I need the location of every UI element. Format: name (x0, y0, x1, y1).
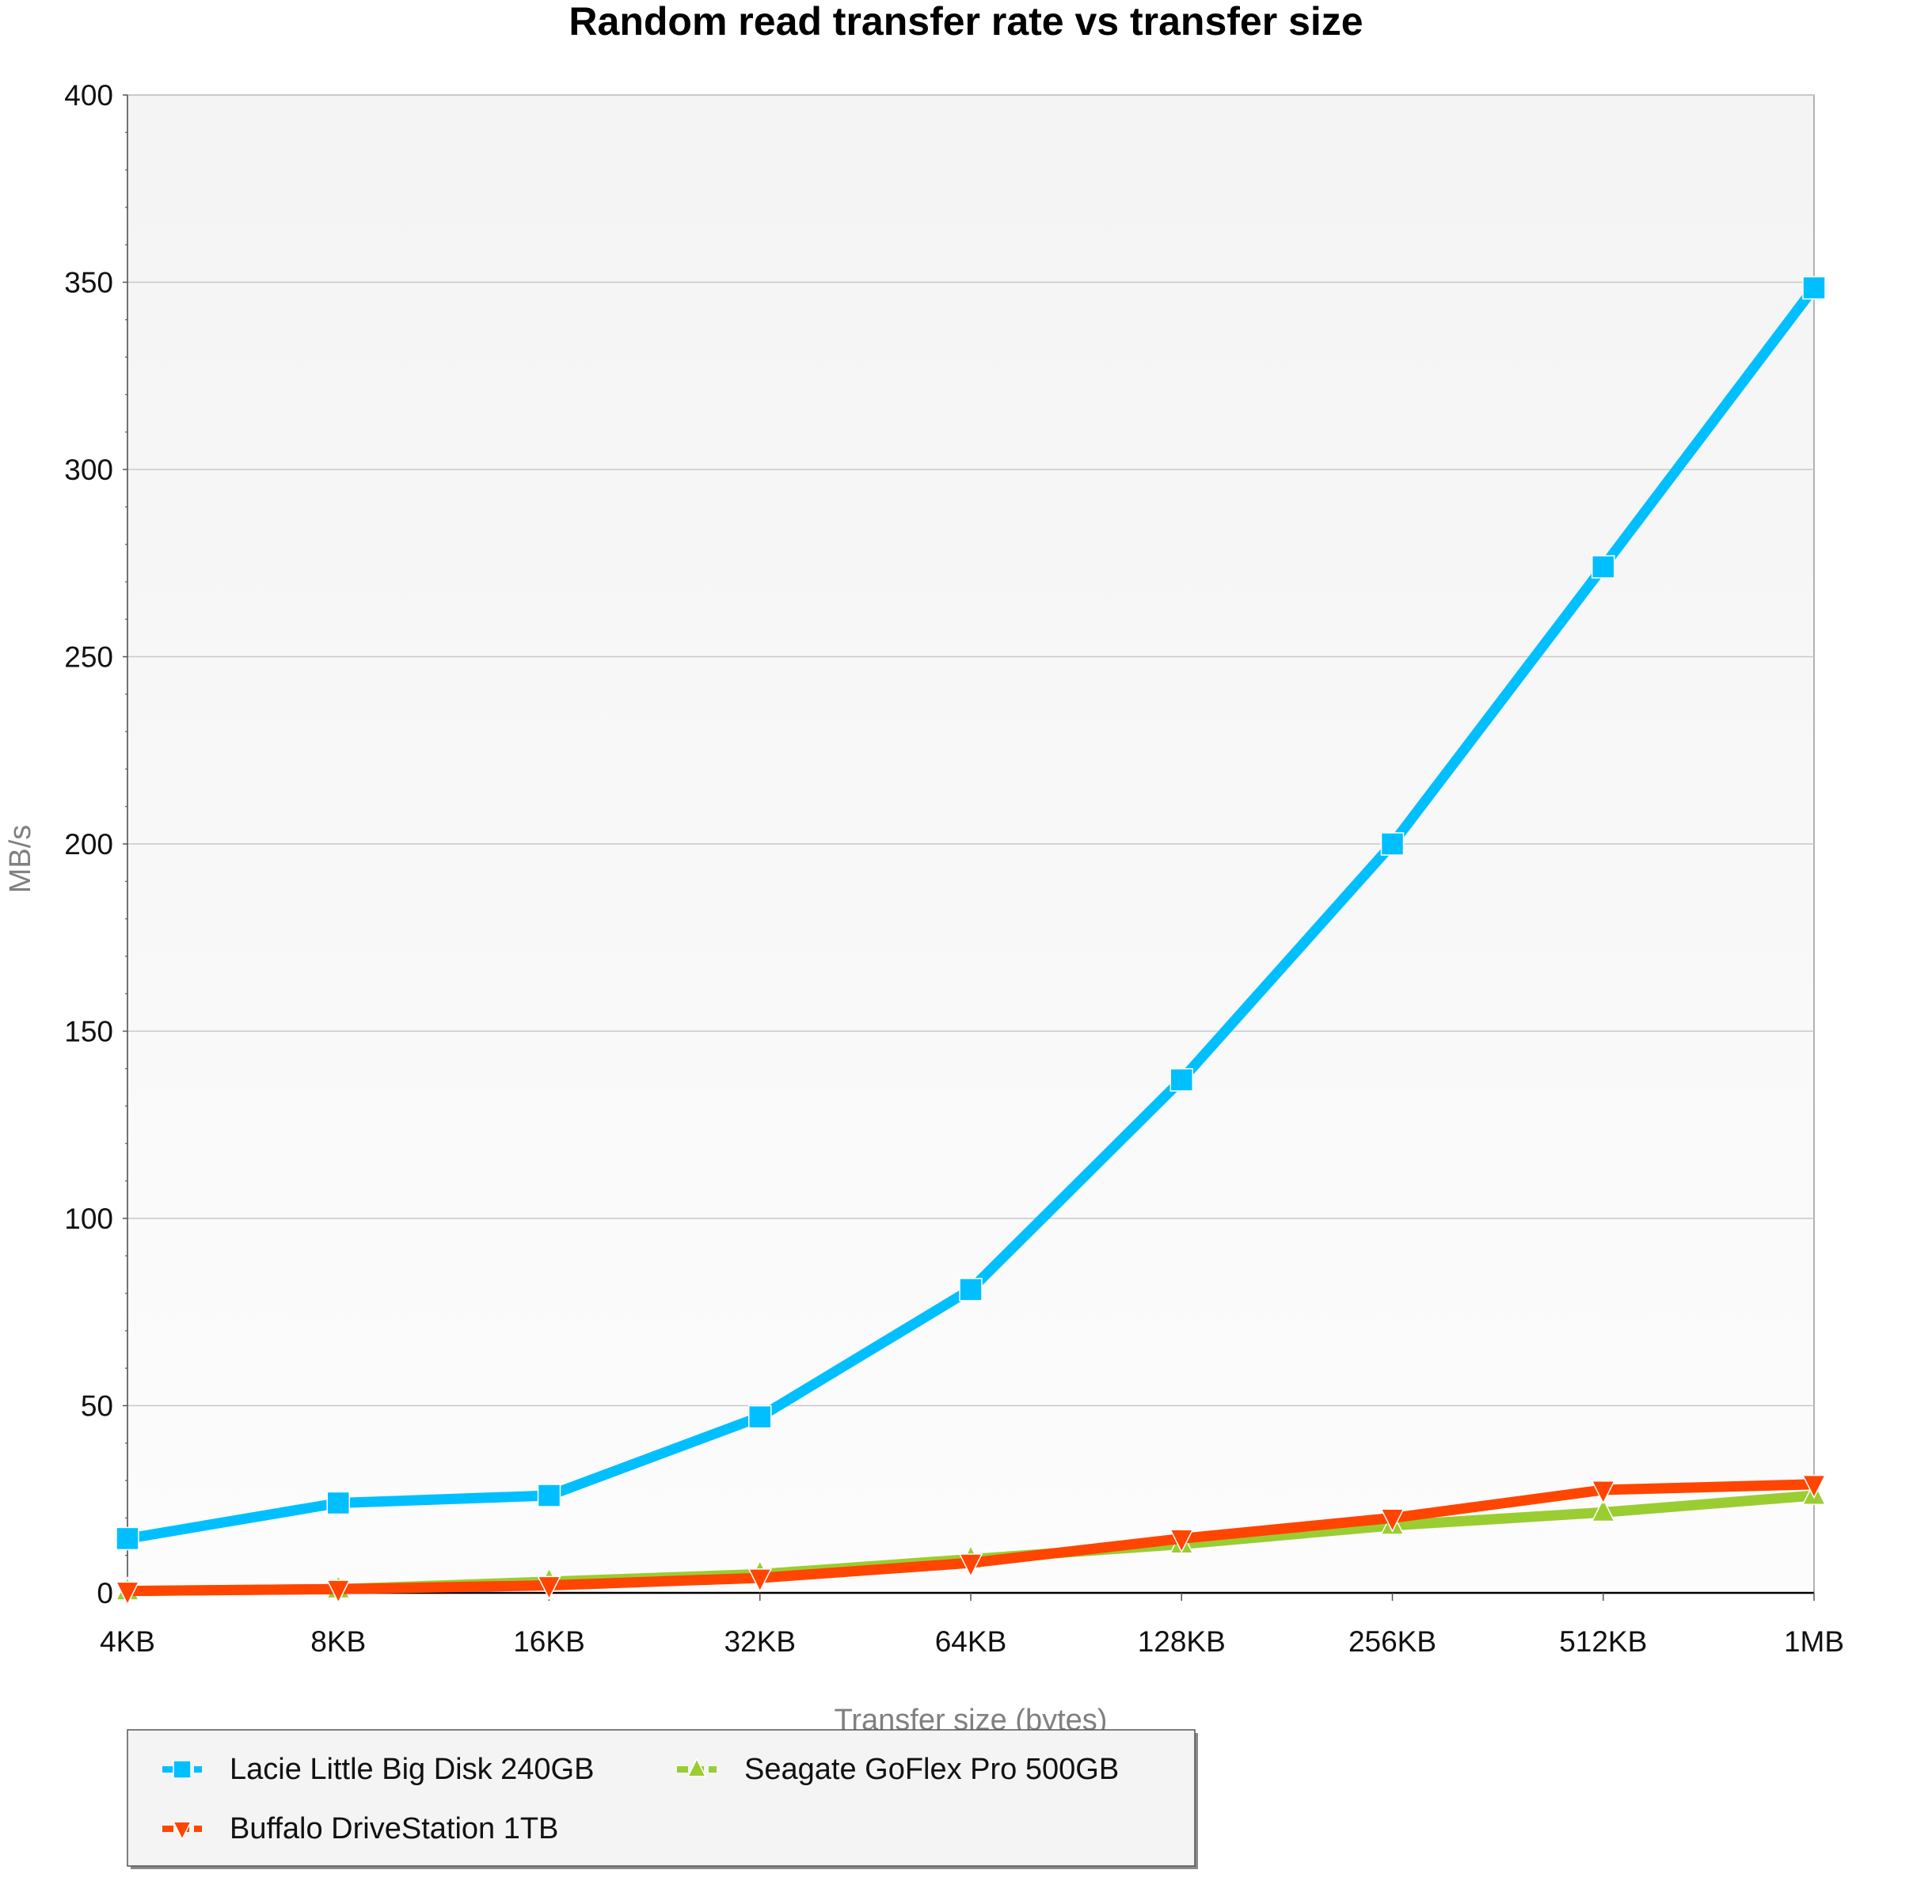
data-point (959, 1278, 983, 1302)
y-axis-label: MB/s (4, 825, 37, 894)
x-axis: 4KB 8KB 16KB 32KB 64KB 128KB 256KB 512KB 1MB (100, 1591, 1844, 1658)
legend-marker-icon (172, 1821, 192, 1841)
legend-marker-icon (686, 1758, 707, 1777)
y-axis: 0 50 100 150 200 250 300 350 400 (64, 79, 128, 1609)
y-tick-label: 300 (64, 454, 113, 486)
data-point (1591, 1497, 1615, 1522)
y-tick-label: 400 (64, 79, 113, 112)
data-point (1169, 1529, 1194, 1553)
y-tick-label: 0 (97, 1577, 113, 1609)
data-point (326, 1491, 350, 1515)
data-point (747, 1568, 772, 1593)
data-point (1380, 832, 1405, 856)
x-tick-label: 64KB (935, 1625, 1007, 1658)
legend-label: Seagate GoFlex Pro 500GB (744, 1753, 1119, 1786)
y-tick-label: 200 (64, 828, 113, 861)
data-point (537, 1575, 561, 1601)
x-tick-label: 32KB (724, 1625, 796, 1658)
series-buffalo-drivestation-1tb (115, 1474, 1827, 1606)
y-tick-label: 100 (64, 1203, 113, 1235)
data-point (1801, 1474, 1827, 1499)
data-point (1380, 1508, 1405, 1533)
x-tick-label: 1MB (1784, 1625, 1844, 1658)
data-point (1592, 555, 1615, 579)
data-point (1802, 276, 1826, 300)
x-tick-label: 256KB (1348, 1625, 1436, 1658)
y-tick-label: 250 (64, 641, 113, 674)
legend-item: Buffalo DriveStation 1TB (162, 1812, 558, 1845)
x-tick-label: 512KB (1559, 1625, 1647, 1658)
legend-marker-icon (173, 1760, 192, 1779)
data-point (115, 1581, 140, 1606)
data-point (1591, 1480, 1615, 1505)
x-tick-label: 128KB (1138, 1625, 1226, 1658)
y-tick-label: 150 (64, 1016, 113, 1048)
data-point (958, 1553, 983, 1578)
data-point (748, 1404, 772, 1429)
y-tick-label: 50 (81, 1390, 113, 1423)
legend-item: Lacie Little Big Disk 240GB (162, 1753, 594, 1786)
chart-title: Random read transfer rate vs transfer si… (569, 0, 1363, 44)
legend-label: Lacie Little Big Disk 240GB (230, 1753, 594, 1786)
data-point (537, 1484, 561, 1507)
x-tick-label: 8KB (310, 1625, 366, 1658)
data-point (1169, 1068, 1193, 1092)
legend-label: Buffalo DriveStation 1TB (230, 1812, 558, 1845)
grid-lines (127, 94, 1814, 1407)
legend-item: Seagate GoFlex Pro 500GB (677, 1753, 1119, 1786)
data-point (116, 1526, 139, 1551)
series-lacie-little-big-disk-240gb (116, 276, 1826, 1551)
y-tick-label: 350 (64, 267, 113, 299)
series-group (115, 276, 1827, 1606)
x-tick-label: 4KB (100, 1625, 155, 1658)
legend: Lacie Little Big Disk 240GB Seagate GoFle… (127, 1729, 1198, 1869)
x-tick-label: 16KB (513, 1625, 585, 1658)
data-point (326, 1579, 351, 1604)
